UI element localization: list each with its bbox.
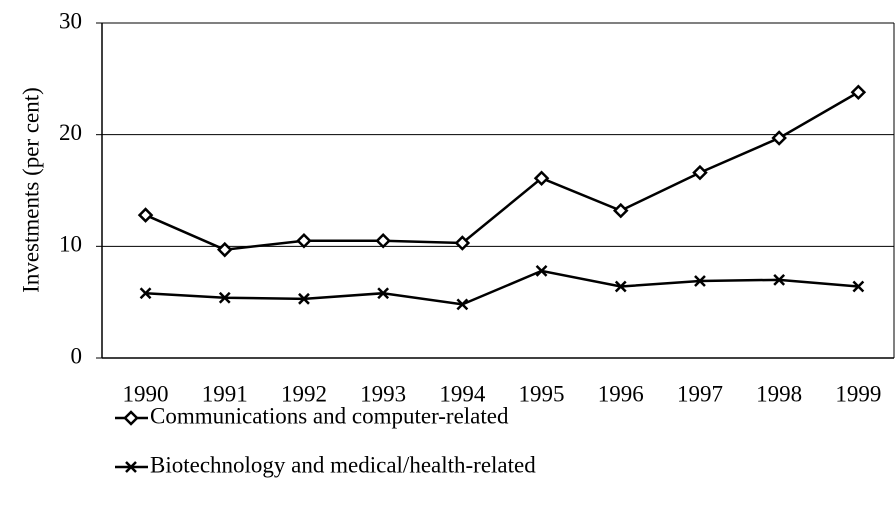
- marker-x: [218, 291, 231, 304]
- x-tick-label: 1994: [439, 381, 486, 406]
- marker-diamond: [454, 235, 471, 251]
- y-tick-label: 0: [71, 343, 83, 368]
- y-tick-label: 30: [59, 8, 82, 33]
- legend-marker: [123, 410, 139, 426]
- series-line: [145, 269, 859, 306]
- marker-x: [377, 287, 390, 300]
- x-tick-label: 1993: [360, 381, 406, 406]
- marker-diamond: [533, 170, 550, 186]
- marker-diamond: [216, 241, 233, 258]
- marker-x: [773, 273, 786, 286]
- marker-diamond: [375, 232, 391, 249]
- x-tick-label: 1990: [123, 381, 169, 406]
- marker-x: [852, 280, 865, 293]
- x-tick-label: 1997: [677, 381, 723, 406]
- marker-diamond: [612, 202, 629, 219]
- marker-x: [456, 298, 469, 311]
- marker-x: [694, 275, 706, 287]
- y-axis-label: Investments (per cent): [18, 87, 43, 293]
- x-tick-label: 1999: [835, 381, 881, 406]
- marker-diamond: [771, 130, 787, 146]
- x-tick-label: 1996: [598, 381, 644, 406]
- marker-diamond: [850, 84, 867, 101]
- marker-diamond: [692, 164, 708, 181]
- series-line: [145, 91, 859, 251]
- x-tick-label: 1992: [281, 381, 327, 406]
- marker-diamond: [296, 232, 312, 249]
- y-tick-label: 10: [59, 232, 82, 257]
- marker-diamond: [137, 207, 154, 223]
- marker-x: [535, 265, 548, 277]
- x-tick-label: 1995: [519, 381, 565, 406]
- x-tick-label: 1991: [202, 381, 248, 406]
- x-tick-label: 1998: [756, 381, 802, 406]
- y-tick-label: 20: [59, 120, 82, 145]
- marker-x: [298, 292, 310, 305]
- marker-x: [139, 287, 152, 300]
- legend-marker: [125, 461, 137, 473]
- marker-x: [614, 280, 627, 293]
- legend-label: Communications and computer-related: [150, 403, 509, 428]
- legend-label: Biotechnology and medical/health-related: [150, 452, 536, 477]
